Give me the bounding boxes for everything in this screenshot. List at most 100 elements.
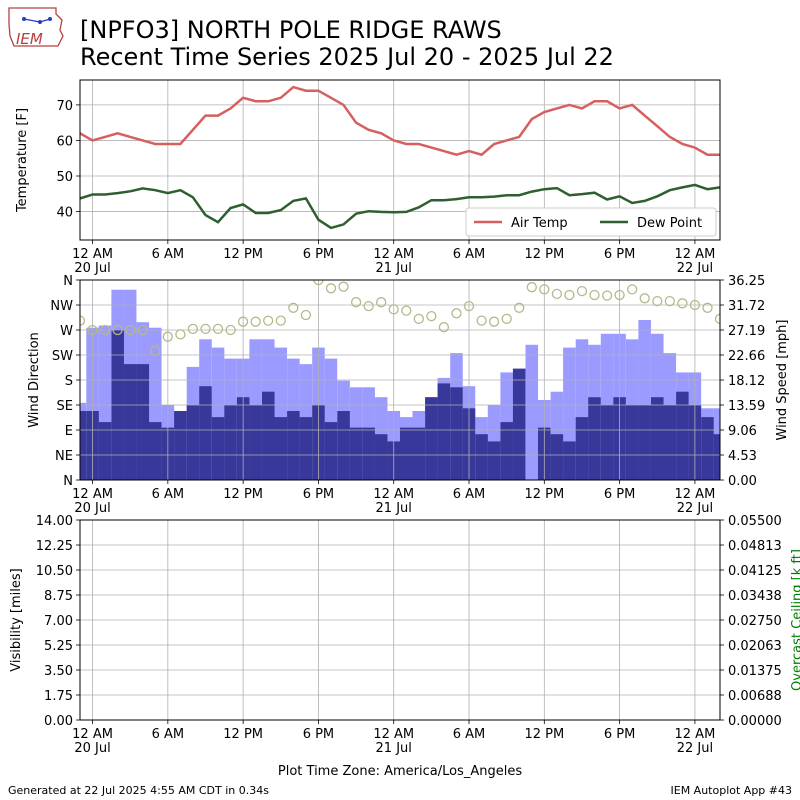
wind-speed-bar [638,405,651,480]
wind-direction-point [376,297,387,308]
x-tick-date-label: 20 Jul [74,261,110,276]
wind-direction-point [212,323,224,335]
x-tick-label: 6 PM [303,247,334,262]
x-tick-label: 6 AM [453,727,486,742]
wind-speed-tick-label: 4.53 [728,449,757,464]
wind-direction-point [564,289,575,301]
wind-speed-tick-label: 27.19 [728,324,765,339]
dew-point-line [80,183,720,230]
wind-direction-tick-label: SW [52,349,73,364]
logo-text: IEM [16,30,43,48]
wind-direction-point [275,315,286,326]
y-tick-label: 40 [56,206,73,221]
x-tick-date-label: 21 Jul [376,741,412,756]
wind-direction-point [175,329,186,340]
wind-speed-bar [337,411,350,480]
wind-direction-point [338,281,349,292]
wind-direction-point [463,300,475,312]
air-temp-line [80,85,720,157]
wind-speed-bar [362,427,375,480]
wind-speed-bar [412,427,426,480]
wind-direction-point [526,282,537,293]
wind-direction-point [187,323,199,335]
wind-speed-bar [211,417,225,480]
x-tick-label: 12 AM [675,247,716,262]
x-tick-label: 12 AM [72,727,113,742]
wind-direction-point [702,302,713,313]
x-tick-label: 12 AM [373,247,414,262]
wind-direction-point [501,313,512,325]
x-tick-label: 12 PM [223,727,263,742]
wind-direction-point [162,331,173,342]
wind-speed-bar [450,387,463,480]
wind-speed-tick-label: 18.12 [728,374,765,389]
x-tick-label: 6 PM [303,727,334,742]
y-tick-label: 50 [56,170,73,185]
wind-speed-tick-label: 36.25 [728,274,765,289]
visibility-tick-label: 5.25 [44,639,73,654]
wind-direction-point [125,324,136,336]
wind-direction-point [263,315,274,326]
ceiling-axis-label: Overcast Ceiling [k ft] [790,549,800,691]
x-tick-label: 12 AM [373,727,414,742]
wind-gust-bar [525,344,539,480]
wind-direction-tick-label: N [63,474,73,489]
wind-direction-point [99,324,111,336]
wind-speed-bar [588,397,601,480]
wind-speed-bar [475,434,488,480]
wind-speed-bar [80,411,87,480]
temperature-legend-box [465,207,717,237]
x-tick-label: 6 PM [604,487,635,502]
wind-speed-bar [224,405,237,480]
wind-speed-bar [676,391,689,480]
visibility-tick-label: 12.25 [36,539,73,554]
wind-speed-tick-label: 9.06 [728,424,757,439]
x-tick-label: 6 AM [152,487,185,502]
wind-panel-frame [79,279,721,481]
wind-speed-bar [136,364,150,480]
wind-direction-point [714,313,720,325]
x-tick-label: 6 AM [152,247,185,262]
wind-speed-bar [625,405,639,480]
x-tick-label: 6 AM [152,727,185,742]
wind-speed-bar [98,422,112,480]
wind-speed-bar [500,422,513,480]
ceiling-tick-label: 0.04813 [728,539,782,554]
wind-speed-bar [663,405,677,480]
wind-direction-point [576,285,588,297]
wind-direction-point [677,298,688,309]
x-tick-label: 12 AM [72,247,113,262]
visibility-tick-label: 3.50 [44,664,73,679]
wind-direction-tick-label: NW [50,299,73,314]
wind-direction-point [388,304,399,315]
ceiling-tick-label: 0.03438 [728,589,782,604]
wind-direction-point [401,305,412,316]
wind-direction-point [137,324,148,336]
wind-direction-tick-label: NE [55,449,73,464]
wind-speed-bar [400,427,413,480]
visibility-tick-label: 14.00 [36,514,73,529]
x-tick-label: 6 AM [453,247,486,262]
wind-direction-point [601,290,613,301]
wind-speed-bar [563,441,576,480]
wind-speed-tick-label: 0.00 [728,474,757,489]
chart-title-line-1: [NPFO3] NORTH POLE RIDGE RAWS [80,16,502,44]
wind-speed-bar [487,441,501,480]
wind-direction-point [689,299,701,311]
wind-speed-bar [349,427,363,480]
wind-speed-bar [186,405,200,480]
wind-direction-point [652,295,663,307]
visibility-tick-label: 0.00 [44,714,73,729]
x-tick-label: 12 PM [223,487,263,502]
wind-speed-bar [550,434,564,480]
wind-direction-point [288,302,299,313]
wind-direction-point [426,310,437,322]
wind-direction-tick-label: W [60,324,73,339]
wind-direction-point [664,295,675,307]
wind-direction-point [200,323,211,335]
wind-direction-point [150,345,161,356]
ceiling-tick-label: 0.04125 [728,564,782,579]
wind-direction-tick-label: SE [57,399,73,414]
x-tick-label: 6 AM [453,487,486,502]
